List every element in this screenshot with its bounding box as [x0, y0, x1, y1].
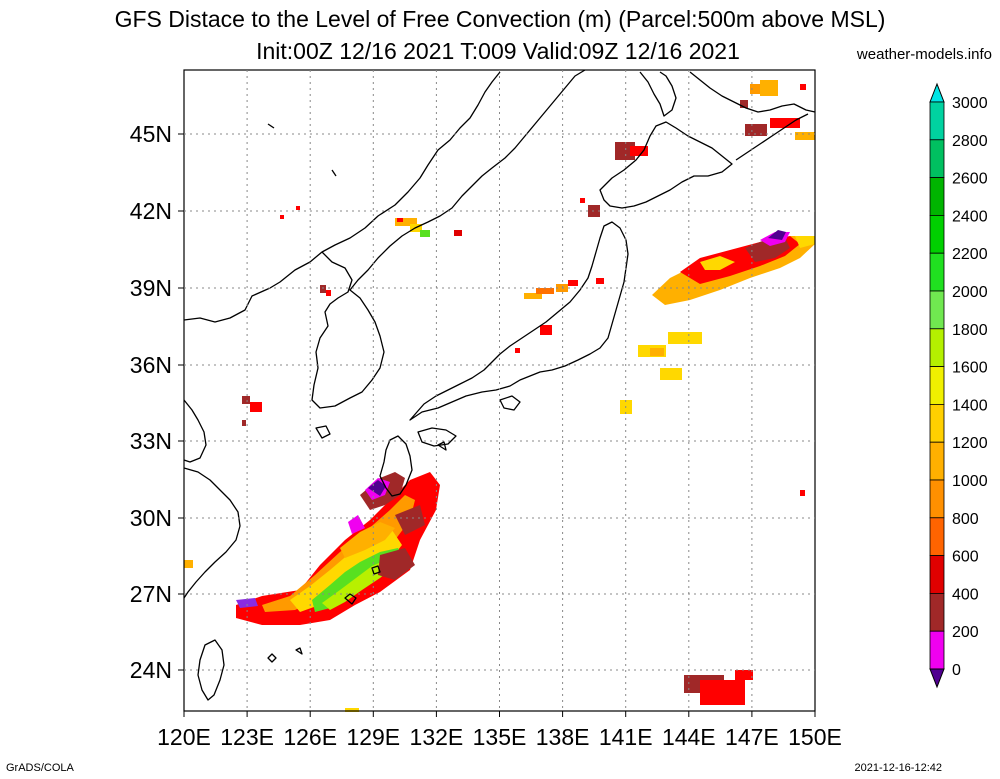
colorbar-label: 2200	[952, 246, 988, 263]
colorbar-segment	[929, 328, 945, 367]
colorbar-label: 400	[952, 586, 979, 603]
colorbar-label: 600	[952, 549, 979, 566]
colorbar-label: 800	[952, 511, 979, 528]
latitude-label: 39N	[130, 275, 172, 301]
latitude-label: 45N	[130, 121, 172, 147]
colorbar-max-triangle	[929, 82, 945, 103]
colorbar-label: 2800	[952, 133, 988, 150]
latitude-label: 36N	[130, 352, 172, 378]
colorbar-segment	[929, 479, 945, 519]
latitude-label: 42N	[130, 198, 172, 224]
latitude-label: 27N	[130, 581, 172, 607]
colorbar-label: 1200	[952, 435, 988, 452]
longitude-label: 144E	[662, 724, 716, 750]
lfc-field	[184, 80, 815, 712]
colorbar-segment	[929, 366, 945, 405]
generated-timestamp: 2021-12-16-12:42	[854, 762, 942, 774]
source-credit: weather-models.info	[856, 46, 992, 63]
init-valid-time: Init:00Z 12/16 2021 T:009 Valid:09Z 12/1…	[256, 38, 740, 64]
colorbar-label: 2400	[952, 208, 988, 225]
field-patch-pacific	[345, 80, 815, 712]
colorbar-label: 2000	[952, 284, 988, 301]
colorbar-label: 1000	[952, 473, 988, 490]
colorbar-segment	[929, 290, 945, 330]
gridlines	[184, 70, 815, 711]
longitude-label: 120E	[157, 724, 211, 750]
map-subtitle: Init:00Z 12/16 2021 T:009 Valid:09Z 12/1…	[0, 38, 1000, 65]
longitude-label: 132E	[410, 724, 464, 750]
colorbar-label: 200	[952, 624, 979, 641]
colorbar: 3000280026002400220020001800160014001200…	[929, 82, 988, 689]
longitude-label: 150E	[788, 724, 842, 750]
longitude-label: 123E	[220, 724, 274, 750]
field-patch-japan-sea	[395, 142, 648, 353]
colorbar-segment	[929, 139, 945, 179]
latitude-labels: 45N 42N 39N 36N 33N 30N 27N 24N	[130, 121, 184, 683]
colorbar-segment	[929, 177, 945, 216]
field-patch-ryukyu	[184, 472, 440, 625]
colorbar-label: 2600	[952, 171, 988, 188]
longitude-label: 138E	[536, 724, 590, 750]
latitude-label: 30N	[130, 505, 172, 531]
colorbar-segment	[929, 630, 945, 670]
longitude-label: 129E	[346, 724, 400, 750]
software-credit: GrADS/COLA	[6, 762, 74, 774]
colorbar-segment	[929, 517, 945, 556]
map-title: GFS Distace to the Level of Free Convect…	[114, 6, 886, 32]
colorbar-segment	[929, 214, 945, 254]
colorbar-segment	[929, 252, 945, 292]
colorbar-segment	[929, 555, 945, 594]
latitude-label: 24N	[130, 657, 172, 683]
colorbar-label: 1800	[952, 322, 988, 339]
colorbar-label: 1600	[952, 360, 988, 377]
colorbar-segment	[929, 403, 945, 443]
field-patch-korea	[242, 206, 331, 426]
colorbar-segment	[929, 441, 945, 481]
colorbar-label: 0	[952, 662, 961, 679]
longitude-label: 135E	[473, 724, 527, 750]
colorbar-segment	[929, 593, 945, 632]
colorbar-label: 1400	[952, 397, 988, 414]
longitude-label: 141E	[599, 724, 653, 750]
colorbar-segment	[929, 101, 945, 141]
longitude-labels: 120E 123E 126E 129E 132E 135E 138E 141E 144E 147E…	[157, 711, 842, 750]
longitude-label: 126E	[283, 724, 337, 750]
latitude-label: 33N	[130, 428, 172, 454]
colorbar-min-triangle	[929, 668, 945, 689]
colorbar-label: 3000	[952, 95, 988, 112]
longitude-label: 147E	[725, 724, 779, 750]
